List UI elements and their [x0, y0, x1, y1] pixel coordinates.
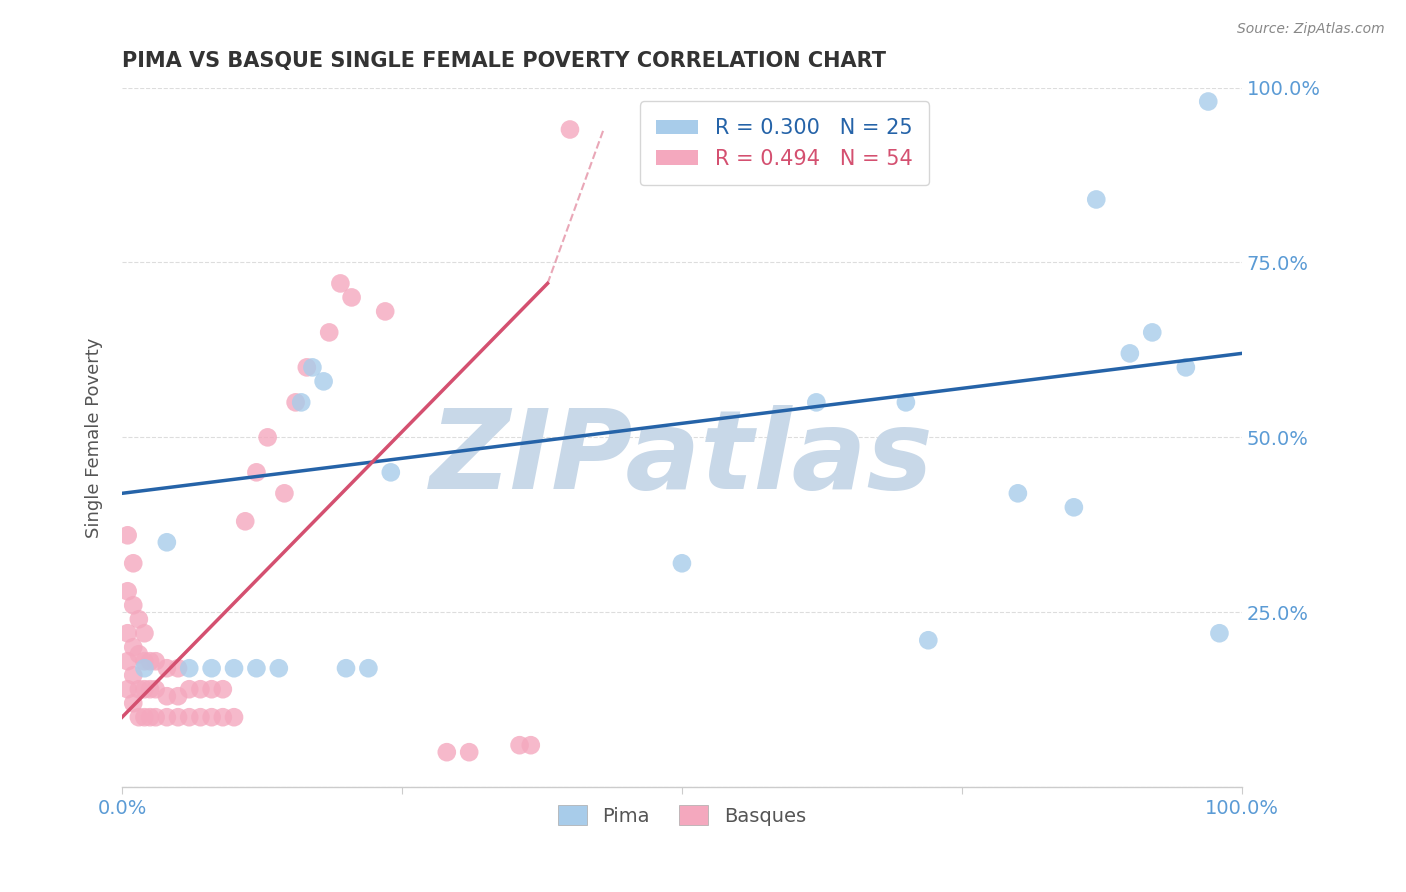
Point — [122, 599, 145, 613]
Point — [139, 682, 162, 697]
Point — [1174, 360, 1197, 375]
Point — [917, 633, 939, 648]
Point — [167, 661, 190, 675]
Point — [380, 466, 402, 480]
Point — [201, 661, 224, 675]
Point — [245, 661, 267, 675]
Point — [211, 682, 233, 697]
Point — [1142, 326, 1164, 340]
Point — [167, 690, 190, 704]
Point — [894, 395, 917, 409]
Point — [156, 690, 179, 704]
Point — [145, 710, 167, 724]
Point — [190, 710, 212, 724]
Point — [134, 626, 156, 640]
Point — [1063, 500, 1085, 515]
Point — [156, 661, 179, 675]
Point — [256, 430, 278, 444]
Point — [329, 277, 352, 291]
Point — [671, 556, 693, 570]
Point — [318, 326, 340, 340]
Point — [245, 466, 267, 480]
Point — [458, 745, 481, 759]
Point — [374, 304, 396, 318]
Point — [179, 710, 201, 724]
Point — [201, 682, 224, 697]
Point — [128, 682, 150, 697]
Point — [290, 395, 312, 409]
Point — [122, 668, 145, 682]
Point — [117, 682, 139, 697]
Point — [128, 612, 150, 626]
Legend: Pima, Basques: Pima, Basques — [550, 797, 814, 833]
Point — [1197, 95, 1219, 109]
Point — [267, 661, 290, 675]
Point — [128, 710, 150, 724]
Point — [1085, 193, 1108, 207]
Point — [156, 710, 179, 724]
Point — [122, 696, 145, 710]
Point — [134, 710, 156, 724]
Point — [167, 710, 190, 724]
Point — [284, 395, 307, 409]
Point — [520, 738, 543, 752]
Text: PIMA VS BASQUE SINGLE FEMALE POVERTY CORRELATION CHART: PIMA VS BASQUE SINGLE FEMALE POVERTY COR… — [122, 51, 886, 70]
Text: Source: ZipAtlas.com: Source: ZipAtlas.com — [1237, 22, 1385, 37]
Text: ZIPatlas: ZIPatlas — [430, 405, 934, 512]
Point — [436, 745, 458, 759]
Point — [134, 654, 156, 668]
Point — [1208, 626, 1230, 640]
Point — [357, 661, 380, 675]
Point — [301, 360, 323, 375]
Point — [190, 682, 212, 697]
Point — [179, 661, 201, 675]
Point — [134, 682, 156, 697]
Y-axis label: Single Female Poverty: Single Female Poverty — [86, 337, 103, 538]
Point — [145, 682, 167, 697]
Point — [211, 710, 233, 724]
Point — [128, 647, 150, 661]
Point — [340, 290, 363, 304]
Point — [139, 710, 162, 724]
Point — [117, 626, 139, 640]
Point — [117, 584, 139, 599]
Point — [139, 654, 162, 668]
Point — [509, 738, 531, 752]
Point — [806, 395, 828, 409]
Point — [122, 640, 145, 655]
Point — [295, 360, 318, 375]
Point — [312, 375, 335, 389]
Point — [558, 122, 581, 136]
Point — [222, 661, 245, 675]
Point — [233, 514, 256, 528]
Point — [1007, 486, 1029, 500]
Point — [201, 710, 224, 724]
Point — [335, 661, 357, 675]
Point — [179, 682, 201, 697]
Point — [273, 486, 295, 500]
Point — [122, 556, 145, 570]
Point — [117, 654, 139, 668]
Point — [145, 654, 167, 668]
Point — [222, 710, 245, 724]
Point — [1119, 346, 1142, 360]
Point — [117, 528, 139, 542]
Point — [134, 661, 156, 675]
Point — [156, 535, 179, 549]
